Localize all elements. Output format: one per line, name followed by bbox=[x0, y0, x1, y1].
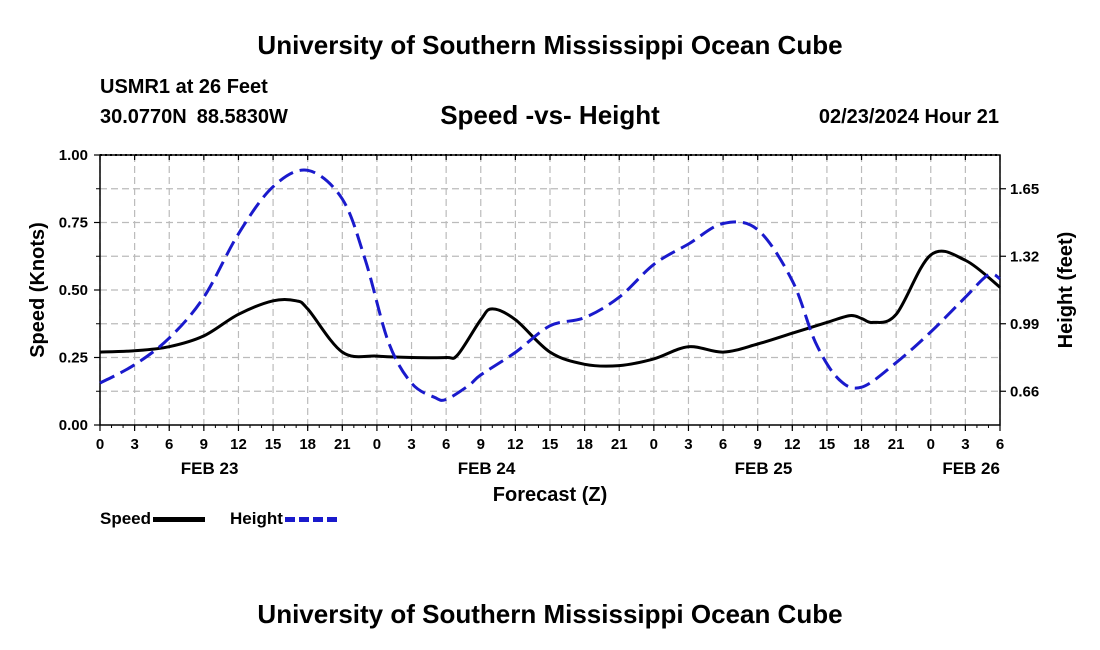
x-tick-label: 0 bbox=[96, 436, 104, 453]
footer-title: University of Southern Mississippi Ocean… bbox=[257, 599, 843, 629]
x-tick-label: 21 bbox=[334, 436, 351, 453]
main-title: University of Southern Mississippi Ocean… bbox=[257, 30, 843, 60]
x-tick-label: 9 bbox=[200, 436, 208, 453]
x-tick-label: 12 bbox=[507, 436, 524, 453]
legend-speed-label: Speed bbox=[100, 509, 152, 528]
x-tick-label: 0 bbox=[927, 436, 935, 453]
chart-subtitle: Speed -vs- Height bbox=[440, 100, 660, 130]
longitude: 88.5830W bbox=[196, 106, 288, 128]
y-tick-label: 0.25 bbox=[59, 350, 88, 367]
x-tick-label: 0 bbox=[373, 436, 381, 453]
station-coordinates: 30.0770N 88.5830W bbox=[100, 106, 298, 129]
legend-height: Height bbox=[230, 509, 337, 529]
y-tick-label: 1.00 bbox=[59, 147, 88, 164]
y-axis-label: Speed (Knots) bbox=[27, 222, 49, 358]
y2-tick-label: 0.99 bbox=[1010, 316, 1039, 333]
x-tick-label: 6 bbox=[165, 436, 173, 453]
x-tick-label: 15 bbox=[819, 436, 836, 453]
legend-speed: Speed bbox=[100, 509, 206, 529]
x-tick-label: 6 bbox=[442, 436, 450, 453]
legend-speed-swatch bbox=[153, 516, 206, 522]
y-tick-label: 0.00 bbox=[59, 417, 88, 434]
x-tick-label: 3 bbox=[407, 436, 415, 453]
x-axis-label: Forecast (Z) bbox=[493, 484, 607, 506]
latitude: 30.0770N bbox=[100, 106, 187, 128]
x-tick-label: 21 bbox=[888, 436, 905, 453]
x-tick-label: 3 bbox=[130, 436, 138, 453]
x-tick-label: 9 bbox=[477, 436, 485, 453]
x-tick-label: 12 bbox=[784, 436, 801, 453]
x-tick-label: 6 bbox=[996, 436, 1004, 453]
x-tick-label: 12 bbox=[230, 436, 247, 453]
forecast-datetime: 02/23/2024 Hour 21 bbox=[818, 106, 999, 128]
station-label: USMR1 at 26 Feet bbox=[100, 76, 268, 98]
x-tick-label: 6 bbox=[719, 436, 727, 453]
legend-height-swatch bbox=[284, 516, 337, 522]
y-tick-label: 0.75 bbox=[59, 215, 88, 232]
x-tick-label: 9 bbox=[754, 436, 762, 453]
x-tick-label: 21 bbox=[611, 436, 628, 453]
date-label: FEB 25 bbox=[735, 459, 793, 478]
x-tick-label: 18 bbox=[299, 436, 316, 453]
y2-tick-label: 1.65 bbox=[1010, 181, 1039, 198]
y2-axis-label: Height (feet) bbox=[1055, 232, 1077, 349]
y-tick-label: 0.50 bbox=[59, 282, 88, 299]
x-tick-label: 18 bbox=[853, 436, 870, 453]
x-tick-label: 18 bbox=[576, 436, 593, 453]
date-label: FEB 26 bbox=[942, 459, 1000, 478]
x-tick-label: 3 bbox=[961, 436, 969, 453]
x-tick-label: 0 bbox=[650, 436, 658, 453]
series-height-line bbox=[99, 168, 1001, 402]
x-tick-label: 15 bbox=[542, 436, 559, 453]
y2-tick-label: 0.66 bbox=[1010, 383, 1039, 400]
x-tick-label: 15 bbox=[265, 436, 282, 453]
date-label: FEB 24 bbox=[458, 459, 516, 478]
date-label: FEB 23 bbox=[181, 459, 239, 478]
legend-height-label: Height bbox=[230, 509, 283, 528]
y2-tick-label: 1.32 bbox=[1010, 248, 1039, 265]
x-tick-label: 3 bbox=[684, 436, 692, 453]
